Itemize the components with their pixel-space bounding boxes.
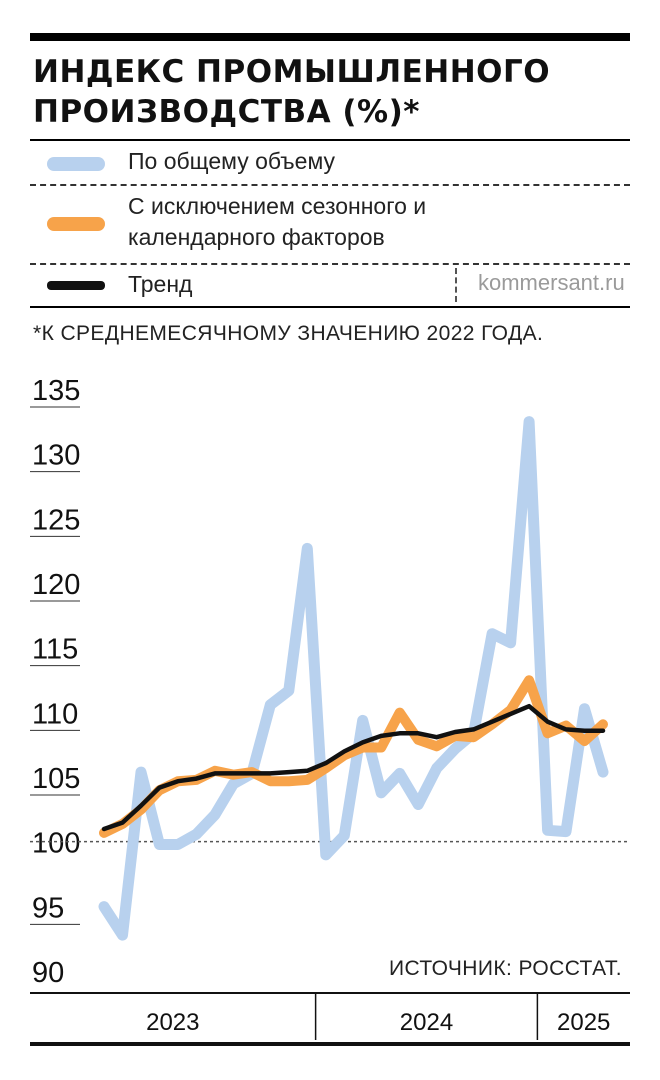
legend-label-seasonal: С исключением сезонного и календарного ф… — [128, 193, 427, 250]
y-tick-label: 115 — [32, 634, 78, 666]
legend-label-trend: Тренд — [128, 271, 193, 297]
legend-top-rule — [30, 139, 630, 141]
top-rule — [30, 33, 630, 41]
legend-bottom-rule — [30, 306, 630, 308]
y-tick-label: 125 — [32, 504, 80, 536]
legend-divider — [30, 184, 630, 186]
y-axis: 135 130 125 120 115 110 105 100 95 90 — [30, 375, 80, 989]
y-tick-label: 130 — [32, 440, 80, 472]
year-label: 2024 — [400, 1009, 453, 1036]
y-tick-label: 110 — [32, 698, 78, 730]
chart-title: ИНДЕКС ПРОМЫШЛЕННОГО ПРОИЗВОДСТВА (%)* — [33, 54, 551, 130]
legend-swatch-total — [47, 157, 105, 171]
source-note: ИСТОЧНИК: РОССТАТ. — [388, 957, 622, 980]
y-tick-label: 90 — [32, 957, 64, 989]
series-line-3 — [101, 703, 606, 832]
x-axis: 2023 2024 2025 — [30, 992, 630, 1046]
brand-label: kommersant.ru — [478, 270, 625, 295]
y-tick-label: 120 — [32, 569, 80, 601]
legend-divider — [30, 263, 630, 265]
year-label: 2025 — [557, 1009, 610, 1036]
y-tick-label: 105 — [32, 763, 80, 795]
y-tick-label: 135 — [32, 375, 80, 407]
footnote: *К СРЕДНЕМЕСЯЧНОМУ ЗНАЧЕНИЮ 2022 ГОДА. — [33, 322, 544, 345]
series-layer — [98, 416, 609, 941]
year-label: 2023 — [146, 1009, 199, 1036]
legend-separator — [455, 268, 457, 302]
y-tick-label: 100 — [32, 828, 80, 860]
legend-swatch-seasonal — [47, 217, 105, 231]
legend-swatch-trend — [47, 281, 105, 290]
series-line-1 — [98, 416, 609, 941]
legend-label-total: По общему объему — [128, 148, 336, 174]
y-tick-label: 95 — [32, 892, 64, 924]
